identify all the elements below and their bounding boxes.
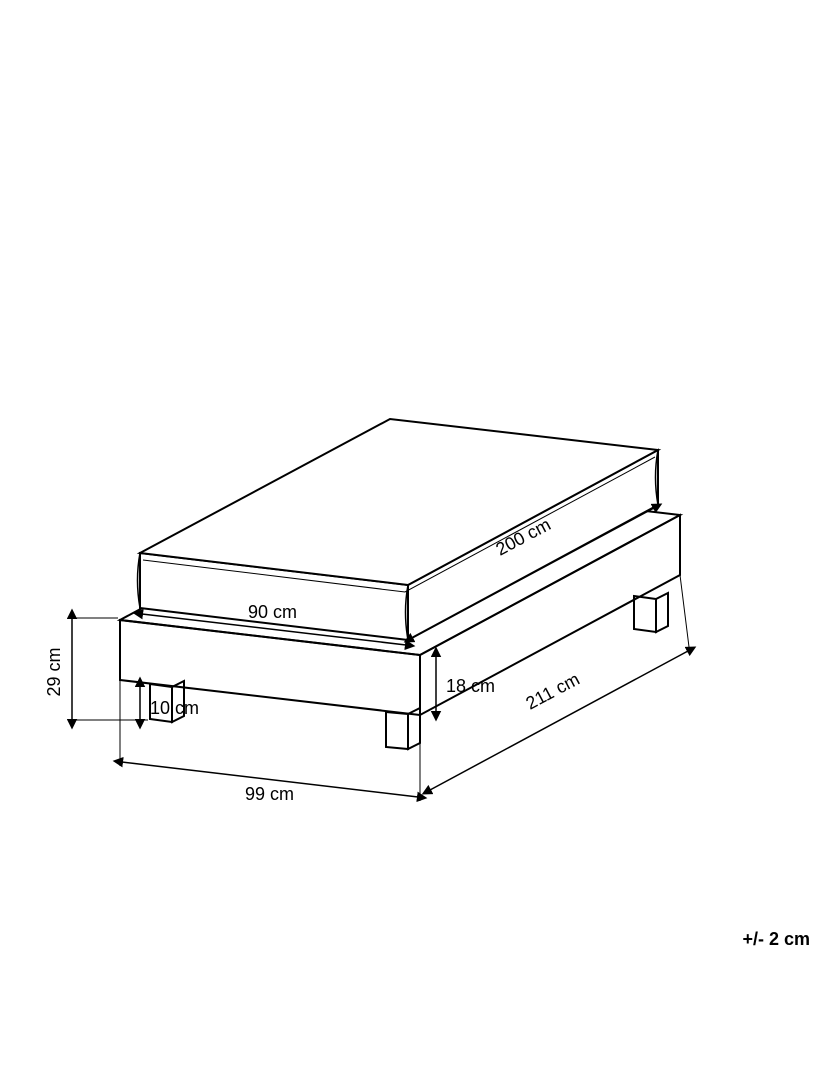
label-frame-height: 18 cm [446, 676, 495, 696]
dim-frame-length [430, 651, 688, 790]
label-frame-length: 211 cm [522, 669, 582, 714]
diagram-canvas: 90 cm 200 cm 99 cm 211 cm 18 cm 10 cm 29… [0, 0, 830, 1080]
label-leg-height: 10 cm [150, 698, 199, 718]
leg-back-right [634, 593, 668, 632]
label-mattress-width: 90 cm [248, 602, 297, 622]
tolerance-note: +/- 2 cm [742, 929, 810, 950]
label-frame-width: 99 cm [245, 784, 294, 804]
label-total-height: 29 cm [44, 647, 64, 696]
bed-dimension-drawing: 90 cm 200 cm 99 cm 211 cm 18 cm 10 cm 29… [0, 0, 830, 1080]
